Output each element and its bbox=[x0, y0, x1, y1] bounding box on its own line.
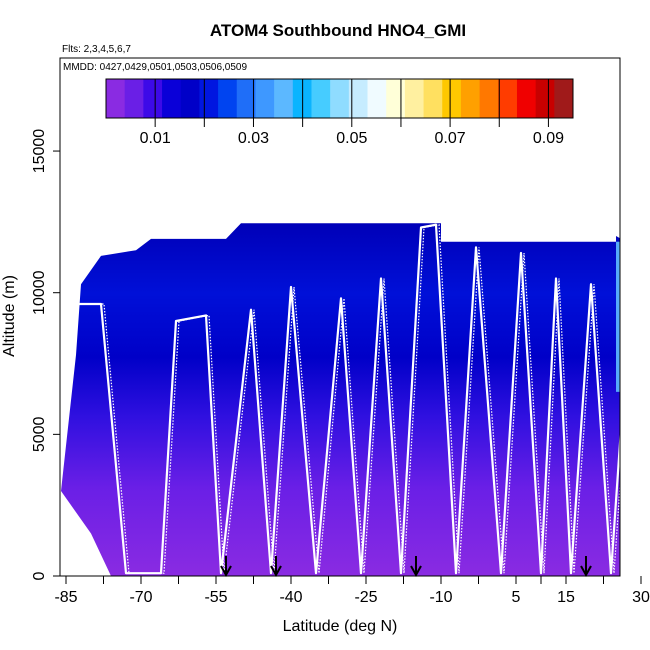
colorbar-tick-label: 0.09 bbox=[533, 130, 564, 147]
colorbar-swatch bbox=[199, 79, 219, 118]
x-tick-label: -10 bbox=[429, 589, 452, 606]
x-tick-label: -70 bbox=[129, 589, 152, 606]
colorbar-swatch bbox=[498, 79, 518, 118]
x-tick-label: -25 bbox=[354, 589, 377, 606]
colorbar-tick-label: 0.01 bbox=[140, 130, 171, 147]
x-tick-label: 30 bbox=[632, 589, 650, 606]
flight-track bbox=[66, 223, 620, 575]
colorbar-swatch bbox=[423, 79, 443, 118]
location-marker-arrow bbox=[220, 556, 232, 578]
enhancement-patch bbox=[646, 253, 650, 298]
x-axis: -85-70-55-40-25-1051530456075 bbox=[54, 576, 650, 606]
colorbar-swatch bbox=[124, 79, 144, 118]
colorbar-swatch bbox=[516, 79, 537, 118]
y-tick-label: 15000 bbox=[31, 129, 48, 174]
colorbar-swatch bbox=[367, 79, 387, 118]
colorbar-swatch bbox=[106, 79, 126, 118]
colorbar-swatch bbox=[236, 79, 256, 118]
colorbar-tick-label: 0.07 bbox=[435, 130, 466, 147]
flight-track-dotted bbox=[69, 223, 620, 574]
colorbar-frame bbox=[105, 78, 574, 119]
colorbar-swatch bbox=[460, 79, 480, 118]
colorbar-swatch bbox=[180, 79, 200, 118]
colorbar-swatch bbox=[143, 79, 163, 118]
colorbar-swatch bbox=[255, 79, 275, 118]
colorbar-swatch bbox=[330, 79, 350, 118]
colorbar-swatch bbox=[274, 79, 294, 118]
dates-label: MMDD: 0427,0429,0501,0503,0506,0509 bbox=[63, 62, 247, 73]
flights-label: Flts: 2,3,4,5,6,7 bbox=[62, 44, 131, 55]
colorbar-swatch bbox=[554, 79, 574, 118]
enhancement-patch bbox=[641, 281, 650, 315]
x-tick-label: -85 bbox=[54, 589, 77, 606]
colorbar-swatch bbox=[162, 79, 182, 118]
x-tick-label: -55 bbox=[204, 589, 227, 606]
chart-title: ATOM4 Southbound HNO4_GMI bbox=[210, 21, 466, 40]
x-tick-label: -40 bbox=[279, 589, 302, 606]
colorbar-swatch bbox=[479, 79, 499, 118]
x-tick-label: 5 bbox=[512, 589, 521, 606]
location-marker-arrow bbox=[270, 556, 282, 578]
plot-area bbox=[61, 223, 650, 576]
colorbar-swatch bbox=[386, 79, 406, 118]
x-tick-label: 15 bbox=[557, 589, 575, 606]
colorbar-swatch bbox=[311, 79, 331, 118]
location-marker-arrow bbox=[580, 556, 592, 578]
y-axis-label: Altitude (m) bbox=[1, 275, 18, 357]
colorbar-swatch bbox=[218, 79, 238, 118]
plot-frame bbox=[59, 57, 621, 577]
colorbar-swatch bbox=[535, 79, 555, 118]
colorbar-swatch bbox=[404, 79, 424, 118]
enhancement-patch bbox=[646, 259, 650, 279]
colorbar-swatch bbox=[442, 79, 462, 118]
enhancement-patch bbox=[616, 241, 620, 392]
location-marker-arrow bbox=[410, 556, 422, 578]
x-axis-label: Latitude (deg N) bbox=[283, 618, 398, 635]
y-axis: 0 5000 10000 15000 bbox=[31, 129, 60, 580]
colorbar-swatch bbox=[348, 79, 368, 118]
colorbar-tick-label: 0.03 bbox=[238, 130, 269, 147]
y-tick-label: 0 bbox=[31, 571, 48, 580]
colorbar-tick-label: 0.05 bbox=[336, 130, 367, 147]
y-tick-label: 10000 bbox=[31, 270, 48, 315]
y-tick-label: 5000 bbox=[31, 416, 48, 452]
colorbar: 0.01 0.03 0.05 0.07 0.09 bbox=[105, 78, 574, 147]
